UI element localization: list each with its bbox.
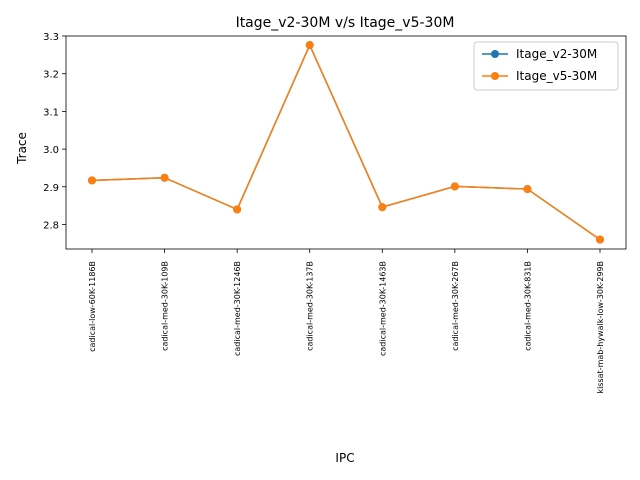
legend: Itage_v2-30M Itage_v5-30M (473, 41, 619, 91)
axes-frame (65, 35, 627, 250)
x-tick-label: cadical-med-30K-831B (523, 261, 532, 351)
data-point (160, 173, 169, 182)
y-tick-label: 3.0 (43, 145, 59, 156)
data-point (378, 203, 387, 212)
plot-area: 2.8 2.9 3.0 3.1 3.2 3.3 cadical-low-60K-1186B c… (43, 32, 627, 394)
x-tick-label: cadical-med-30K-267B (451, 261, 460, 351)
x-axis-label: IPC (335, 451, 354, 465)
legend-marker (491, 72, 499, 80)
legend-label: Itage_v2-30M (516, 47, 597, 61)
y-axis-label: Trace (15, 132, 29, 165)
series-line-2 (91, 43, 601, 241)
x-tick-label: cadical-med-30K-1246B (233, 261, 242, 356)
data-point (596, 235, 604, 244)
x-tick-label: cadical-low-60K-1186B (88, 261, 97, 352)
y-tick-label: 3.1 (43, 107, 59, 118)
data-point (233, 205, 242, 214)
y-tick-label: 3.2 (43, 70, 59, 81)
y-tick-label: 3.3 (43, 32, 59, 43)
data-point (450, 182, 459, 191)
legend-label: Itage_v5-30M (516, 69, 597, 83)
y-tick-label: 2.9 (43, 183, 59, 194)
x-tick-label: cadical-med-30K-1463B (378, 261, 387, 356)
data-point (305, 41, 314, 50)
x-tick-label: cadical-med-30K-137B (306, 261, 315, 351)
x-tick-label: cadical-med-30K-109B (161, 261, 170, 351)
chart-title: Itage_v2-30M v/s Itage_v5-30M (236, 15, 455, 31)
x-tick-label: kissat-mab-hywalk-low-30K-299B (596, 261, 605, 394)
legend-marker (491, 50, 499, 58)
data-point (523, 185, 532, 194)
data-point (88, 176, 96, 185)
legend-box (473, 41, 619, 91)
y-tick-label: 2.8 (43, 220, 59, 231)
